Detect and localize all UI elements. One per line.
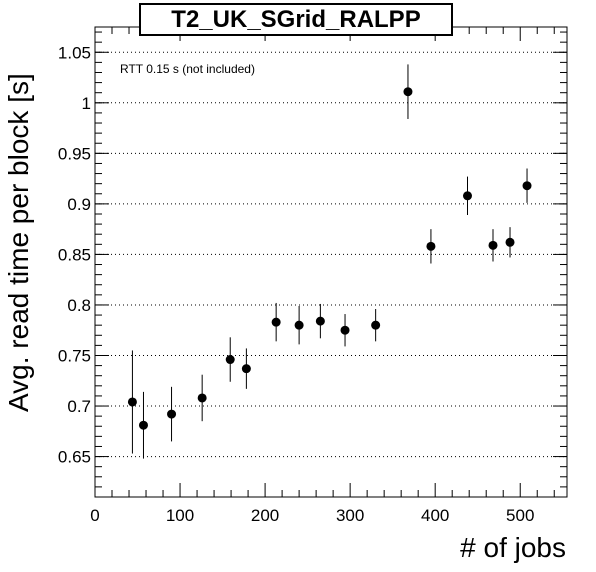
- x-tick-label: 200: [251, 506, 279, 525]
- y-tick-label: 0.8: [67, 296, 91, 315]
- data-point: [505, 237, 515, 247]
- x-tick-label: 500: [506, 506, 534, 525]
- data-point: [225, 355, 235, 365]
- data-point: [271, 317, 281, 327]
- y-axis-label: Avg. read time per block [s]: [3, 73, 34, 412]
- x-tick-label: 0: [90, 506, 99, 525]
- data-point: [488, 240, 498, 250]
- y-tick-label: 0.95: [58, 144, 91, 163]
- data-point: [340, 325, 350, 335]
- y-tick-label: 0.9: [67, 195, 91, 214]
- data-points: [127, 64, 532, 459]
- data-point: [371, 320, 381, 330]
- data-point: [403, 87, 413, 97]
- data-point: [522, 181, 532, 191]
- data-point: [426, 241, 436, 251]
- data-point: [315, 316, 325, 326]
- y-tick-label: 0.75: [58, 346, 91, 365]
- data-point: [167, 409, 177, 419]
- data-point: [197, 393, 207, 403]
- x-axis-label: # of jobs: [460, 532, 566, 563]
- y-tick-label: 0.65: [58, 448, 91, 467]
- grid-lines: [95, 51, 567, 458]
- x-tick-label: 300: [336, 506, 364, 525]
- data-point: [462, 191, 472, 201]
- y-tick-label: 1.05: [58, 43, 91, 62]
- data-point: [127, 397, 137, 407]
- y-tick-label: 0.85: [58, 245, 91, 264]
- data-point: [138, 420, 148, 430]
- x-tick-label: 400: [421, 506, 449, 525]
- annotation-text: RTT 0.15 s (not included): [120, 62, 255, 76]
- plot-frame: [94, 26, 568, 498]
- x-tick-label: 100: [166, 506, 194, 525]
- y-tick-label: 0.7: [67, 397, 91, 416]
- axis-ticks: [94, 27, 567, 498]
- axis-tick-labels: 0.65 0.7 0.75 0.8 0.85 0.9 0.95 1 1.05 0 100 200 300…: [58, 43, 535, 525]
- data-point: [294, 320, 304, 330]
- chart-title: T2_UK_SGrid_RALPP: [139, 3, 453, 36]
- y-tick-label: 1: [82, 94, 91, 113]
- chart-title-text: T2_UK_SGrid_RALPP: [171, 5, 421, 33]
- data-point: [241, 364, 251, 374]
